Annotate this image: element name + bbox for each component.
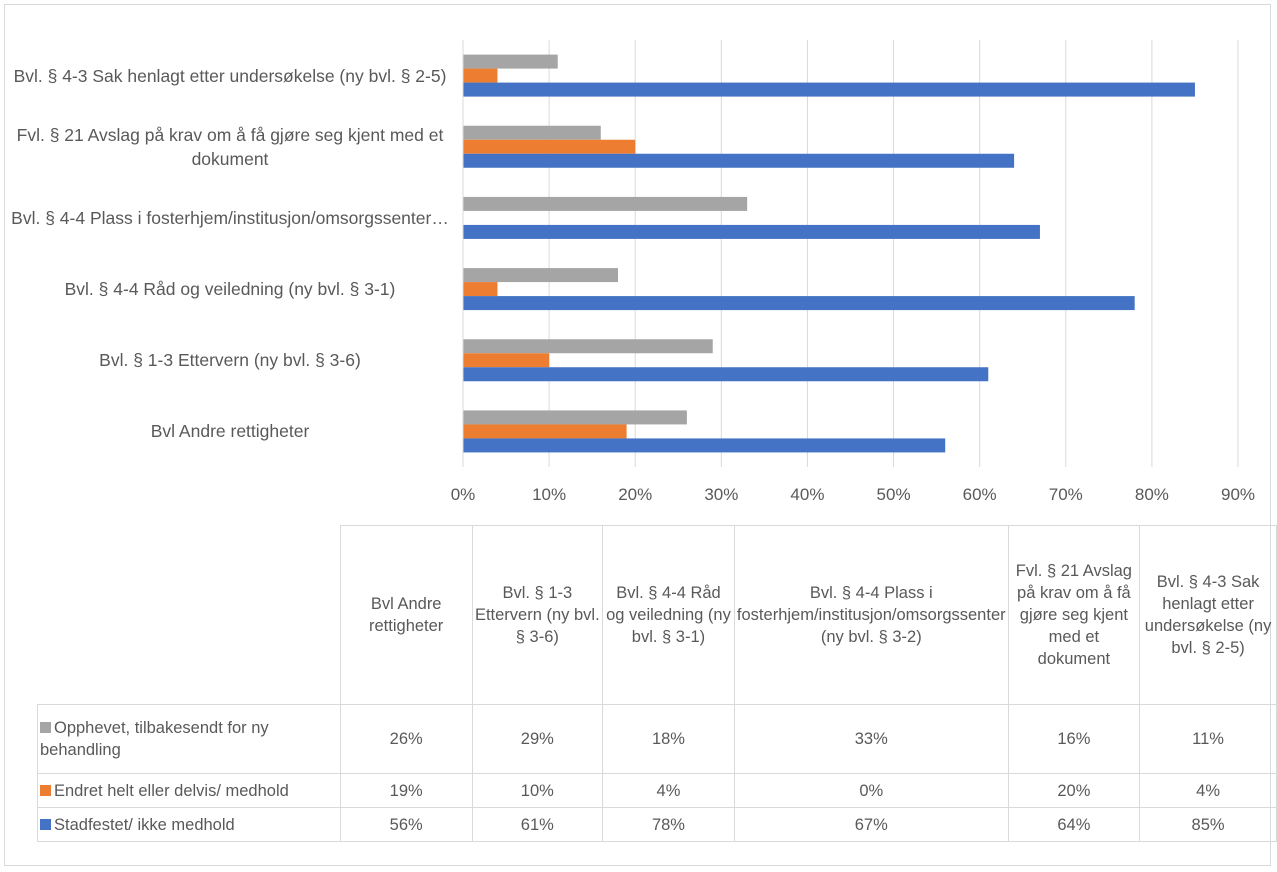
table-value: 4%	[1139, 773, 1277, 808]
table-value: 18%	[602, 704, 735, 774]
bar	[463, 54, 558, 69]
y-tick-label: Bvl. § 1-3 Ettervern (ny bvl. § 3-6)	[99, 350, 361, 371]
legend-item: Stadfestet/ ikke medhold	[37, 807, 341, 842]
table-value: 4%	[602, 773, 735, 808]
table-value: 64%	[1007, 807, 1141, 842]
table-value: 19%	[339, 773, 473, 808]
table-header: Fvl. § 21 Avslag på krav om å få gjøre s…	[1007, 525, 1141, 705]
bar	[463, 268, 618, 283]
table-value: 29%	[471, 704, 604, 774]
bar	[463, 296, 1135, 311]
legend-label: Stadfestet/ ikke medhold	[54, 815, 235, 834]
bar	[463, 339, 713, 354]
bar	[463, 196, 748, 211]
x-tick-label: 50%	[877, 485, 911, 504]
bar	[463, 353, 550, 368]
y-tick-label: Fvl. § 21 Avslag på krav om å få gjøre s…	[16, 124, 444, 169]
table-row: Endret helt eller delvis/ medhold 19% 10% 4…	[37, 773, 1277, 808]
table-value: 16%	[1007, 704, 1141, 774]
x-tick-label: 70%	[1049, 485, 1083, 504]
table-corner	[37, 525, 341, 705]
table-header: Bvl. § 4-4 Plass i fosterhjem/institusjo…	[733, 525, 1009, 705]
data-table: Bvl Andre rettigheter Bvl. § 1-3 Etterver…	[37, 525, 1277, 842]
legend-swatch	[40, 784, 51, 796]
x-tick-label: 90%	[1221, 485, 1255, 504]
legend-swatch	[40, 722, 51, 733]
table-value: 33%	[733, 704, 1009, 774]
table-value: 85%	[1139, 807, 1277, 842]
x-tick-label: 0%	[451, 485, 476, 504]
y-tick-label: Bvl. § 4-4 Råd og veiledning (ny bvl. § …	[64, 279, 396, 300]
legend-label: Opphevet, tilbakesendt for ny behandling	[40, 719, 269, 759]
x-tick-label: 60%	[963, 485, 997, 504]
table-value: 26%	[339, 704, 473, 774]
table-row: Opphevet, tilbakesendt for ny behandling…	[37, 704, 1277, 774]
table-header: Bvl. § 4-4 Råd og veiledning (ny bvl. § …	[602, 525, 735, 705]
table-row: Stadfestet/ ikke medhold 56% 61% 78% 67% 64% 8…	[37, 807, 1277, 842]
x-tick-label: 10%	[532, 485, 566, 504]
bar	[463, 438, 946, 453]
bar	[463, 68, 498, 83]
table-value: 78%	[602, 807, 735, 842]
bar	[463, 282, 498, 297]
legend-swatch	[40, 818, 51, 830]
x-tick-label: 20%	[618, 485, 652, 504]
table-value: 67%	[733, 807, 1009, 842]
legend-label: Endret helt eller delvis/ medhold	[54, 781, 289, 800]
legend-item: Endret helt eller delvis/ medhold	[37, 773, 341, 808]
table-value: 11%	[1139, 704, 1277, 774]
bar	[463, 153, 1015, 168]
table-header: Bvl. § 4-3 Sak henlagt etter undersøkels…	[1139, 525, 1277, 705]
y-tick-label: Bvl. § 4-4 Plass i fosterhjem/institusjo…	[11, 207, 449, 228]
bar	[463, 125, 601, 140]
bar	[463, 367, 989, 382]
table-value: 20%	[1007, 773, 1141, 808]
bar	[463, 82, 1195, 97]
table-value: 10%	[471, 773, 604, 808]
table-header: Bvl. § 1-3 Ettervern (ny bvl. § 3-6)	[471, 525, 604, 705]
table-value: 61%	[471, 807, 604, 842]
bar	[463, 424, 627, 439]
x-tick-label: 80%	[1135, 485, 1169, 504]
legend-item: Opphevet, tilbakesendt for ny behandling	[37, 704, 341, 774]
y-tick-label: Bvl Andre rettigheter	[150, 421, 310, 442]
table-value: 56%	[339, 807, 473, 842]
y-tick-label: Bvl. § 4-3 Sak henlagt etter undersøkels…	[13, 65, 447, 86]
x-tick-label: 40%	[790, 485, 824, 504]
table-header-row: Bvl Andre rettigheter Bvl. § 1-3 Etterver…	[37, 525, 1277, 705]
x-tick-label: 30%	[704, 485, 738, 504]
table-value: 0%	[733, 773, 1009, 808]
bar	[463, 139, 636, 154]
bar	[463, 224, 1040, 239]
chart-frame	[4, 4, 1271, 866]
bar	[463, 410, 687, 425]
table-header: Bvl Andre rettigheter	[339, 525, 473, 705]
